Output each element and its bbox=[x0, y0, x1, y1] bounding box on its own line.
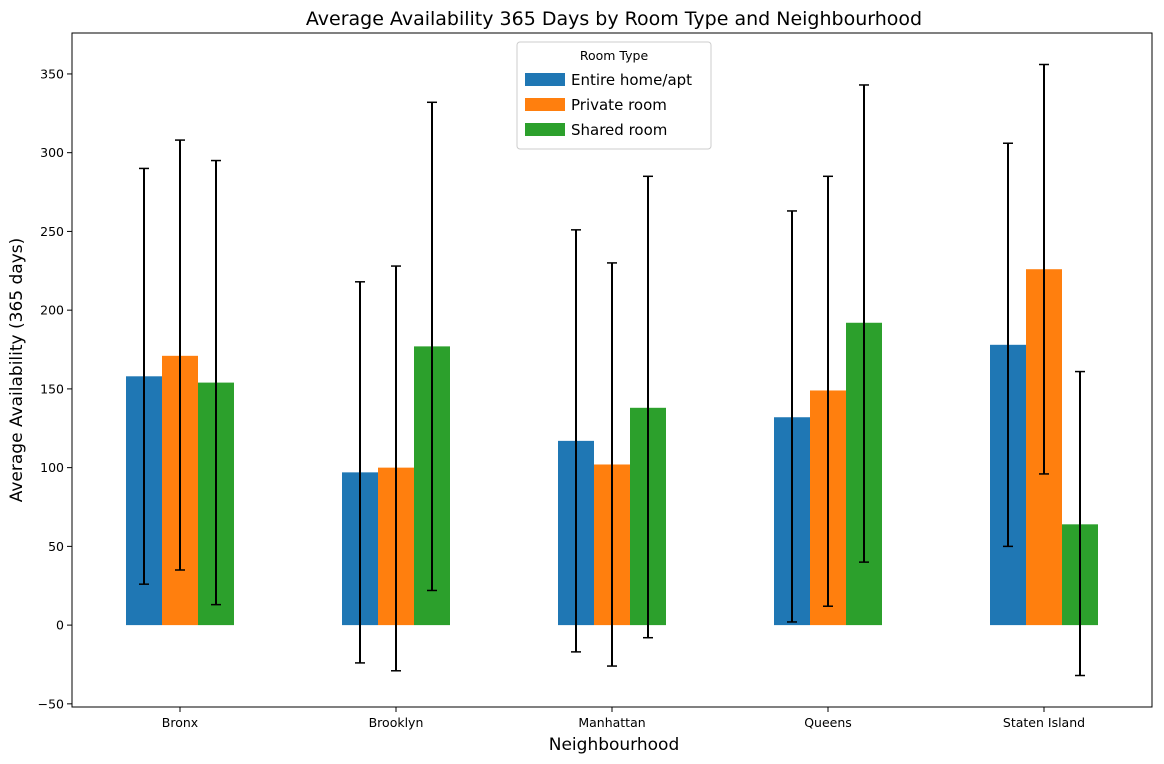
legend-entry-0: Entire home/apt bbox=[571, 71, 692, 89]
error-bar-1-2 bbox=[607, 262, 617, 667]
error-bar-2-3 bbox=[859, 84, 869, 563]
y-tick-label-7: 300 bbox=[40, 145, 64, 160]
y-tick-label-4: 150 bbox=[40, 381, 64, 396]
legend-title: Room Type bbox=[580, 48, 649, 63]
error-bar-2-0 bbox=[211, 159, 221, 606]
error-bar-0-1 bbox=[355, 281, 365, 664]
error-bar-1-0 bbox=[175, 139, 185, 571]
y-tick-label-5: 200 bbox=[40, 303, 64, 318]
y-tick-label-2: 50 bbox=[48, 539, 64, 554]
legend-swatch-1 bbox=[525, 98, 565, 111]
y-tick-label-1: 0 bbox=[56, 618, 64, 633]
legend-entry-1: Private room bbox=[571, 96, 667, 114]
legend: Room Type Entire home/apt Private room Shar… bbox=[516, 41, 712, 150]
error-bar-0-4 bbox=[1003, 142, 1013, 548]
y-tick-label-6: 250 bbox=[40, 224, 64, 239]
error-bar-1-3 bbox=[823, 175, 833, 607]
error-bar-1-1 bbox=[391, 265, 401, 672]
error-bar-0-2 bbox=[571, 229, 581, 653]
legend-swatch-0 bbox=[525, 73, 565, 86]
legend-box bbox=[516, 41, 712, 150]
error-bar-2-4 bbox=[1075, 370, 1085, 677]
legend-swatch-2 bbox=[525, 123, 565, 136]
x-tick-label-4: Staten Island bbox=[1003, 715, 1085, 730]
legend-entry-2: Shared room bbox=[571, 121, 667, 139]
error-bar-0-0 bbox=[139, 167, 149, 585]
y-axis-label: Average Availability (365 days) bbox=[7, 238, 27, 503]
x-tick-label-3: Queens bbox=[804, 715, 852, 730]
x-tick-label-1: Brooklyn bbox=[369, 715, 424, 730]
x-tick-label-2: Manhattan bbox=[578, 715, 645, 730]
y-tick-label-8: 350 bbox=[40, 66, 64, 81]
error-bar-2-2 bbox=[643, 175, 653, 639]
plot-area: −50 0 50 100 150 200 250 300 350 Bronx Brooklyn Man… bbox=[38, 32, 1153, 730]
chart-title: Average Availability 365 Days by Room Ty… bbox=[306, 8, 922, 30]
x-tick-label-0: Bronx bbox=[162, 715, 198, 730]
error-bar-0-3 bbox=[787, 210, 797, 623]
y-tick-label-3: 100 bbox=[40, 460, 64, 475]
error-bar-2-1 bbox=[427, 101, 437, 592]
y-tick-label-0: −50 bbox=[38, 696, 64, 711]
x-axis-label: Neighbourhood bbox=[549, 735, 680, 755]
error-bar-1-4 bbox=[1039, 63, 1049, 475]
